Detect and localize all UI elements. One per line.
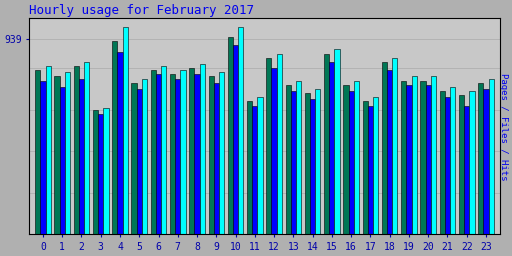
Bar [464, 105, 470, 234]
Bar [296, 81, 301, 234]
Bar [483, 89, 488, 234]
Bar [170, 74, 175, 234]
Bar [488, 79, 494, 234]
Bar [65, 72, 70, 234]
Bar [324, 54, 329, 234]
Bar [161, 66, 166, 234]
Bar [459, 95, 464, 234]
Bar [431, 77, 436, 234]
Bar [478, 83, 483, 234]
Bar [252, 105, 258, 234]
Bar [151, 70, 156, 234]
Bar [271, 68, 276, 234]
Text: Hourly usage for February 2017: Hourly usage for February 2017 [29, 4, 254, 17]
Bar [137, 89, 142, 234]
Bar [286, 85, 291, 234]
Bar [450, 87, 455, 234]
Bar [247, 101, 252, 234]
Bar [266, 58, 271, 234]
Bar [74, 66, 79, 234]
Bar [156, 74, 161, 234]
Bar [407, 85, 412, 234]
Bar [214, 83, 219, 234]
Bar [79, 79, 84, 234]
Bar [238, 27, 243, 234]
Bar [112, 41, 117, 234]
Bar [412, 77, 417, 234]
Bar [103, 108, 109, 234]
Bar [132, 83, 137, 234]
Bar [373, 97, 378, 234]
Bar [329, 62, 334, 234]
Bar [117, 51, 122, 234]
Bar [305, 93, 310, 234]
Bar [276, 54, 282, 234]
Bar [54, 77, 59, 234]
Bar [334, 49, 339, 234]
Bar [233, 45, 238, 234]
Bar [425, 85, 431, 234]
Bar [392, 58, 397, 234]
Bar [344, 85, 349, 234]
Bar [122, 27, 128, 234]
Bar [195, 74, 200, 234]
Bar [208, 77, 214, 234]
Bar [401, 81, 407, 234]
Bar [291, 91, 296, 234]
Bar [420, 81, 425, 234]
Bar [315, 89, 321, 234]
Bar [382, 62, 387, 234]
Bar [46, 66, 51, 234]
Y-axis label: Pages / Files / Hits: Pages / Files / Hits [499, 72, 508, 180]
Bar [445, 97, 450, 234]
Bar [349, 91, 354, 234]
Bar [35, 70, 40, 234]
Bar [258, 97, 263, 234]
Bar [84, 62, 89, 234]
Bar [310, 99, 315, 234]
Bar [175, 79, 180, 234]
Bar [98, 114, 103, 234]
Bar [180, 70, 185, 234]
Bar [440, 91, 445, 234]
Bar [368, 105, 373, 234]
Bar [59, 87, 65, 234]
Bar [219, 72, 224, 234]
Bar [387, 70, 392, 234]
Bar [362, 101, 368, 234]
Bar [354, 81, 359, 234]
Bar [470, 91, 475, 234]
Bar [93, 110, 98, 234]
Bar [40, 81, 46, 234]
Bar [228, 37, 233, 234]
Bar [189, 68, 195, 234]
Bar [142, 79, 147, 234]
Bar [200, 64, 205, 234]
